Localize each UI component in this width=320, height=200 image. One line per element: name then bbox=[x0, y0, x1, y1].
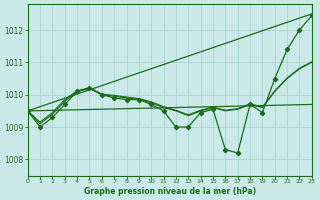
X-axis label: Graphe pression niveau de la mer (hPa): Graphe pression niveau de la mer (hPa) bbox=[84, 187, 256, 196]
